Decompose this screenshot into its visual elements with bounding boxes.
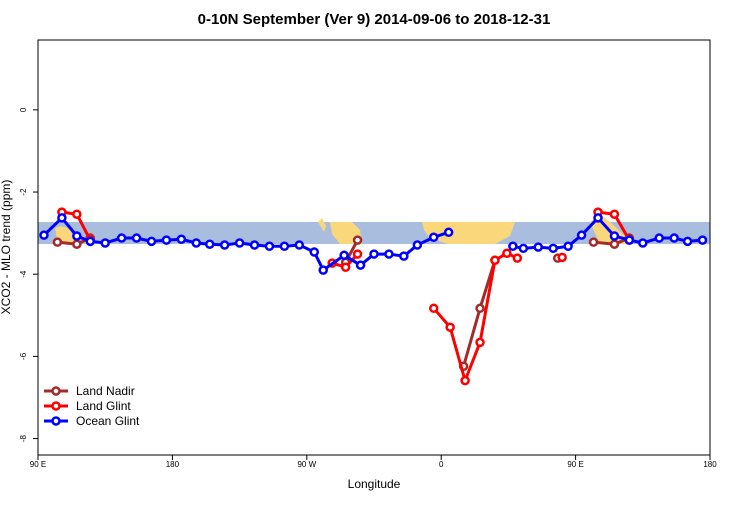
y-tick-label: -2 <box>19 188 28 196</box>
x-tick-label: 90 E <box>30 460 46 469</box>
data-point <box>294 240 305 250</box>
legend-marker <box>51 386 61 396</box>
data-point <box>638 238 648 248</box>
data-point <box>512 253 523 263</box>
data-point <box>624 235 635 245</box>
data-point <box>502 248 512 259</box>
data-point <box>318 265 328 275</box>
data-point <box>52 237 63 247</box>
data-point <box>609 239 620 249</box>
data-point <box>412 240 423 250</box>
data-point <box>533 242 544 252</box>
data-point <box>399 251 409 261</box>
data-point <box>682 236 693 247</box>
data-point <box>264 241 275 252</box>
data-point <box>490 255 500 265</box>
data-point <box>161 235 172 245</box>
data-point <box>384 249 394 259</box>
x-tick-label: 180 <box>166 460 180 469</box>
y-tick-label: -6 <box>19 352 28 360</box>
legend-marker <box>51 416 61 426</box>
data-point <box>557 252 567 263</box>
chart-title: 0-10N September (Ver 9) 2014-09-06 to 20… <box>198 11 551 28</box>
y-tick-label: 0 <box>19 107 28 112</box>
data-point <box>460 375 470 386</box>
data-point <box>548 243 558 254</box>
data-point <box>576 230 587 240</box>
data-point <box>39 230 49 240</box>
x-tick-label: 0 <box>439 460 444 469</box>
data-point <box>146 236 157 247</box>
data-point <box>309 247 320 257</box>
data-point <box>131 233 142 243</box>
data-point <box>219 240 230 250</box>
data-point <box>609 231 620 241</box>
data-point <box>57 213 67 223</box>
data-point <box>176 234 187 245</box>
data-point <box>339 250 349 261</box>
data-point <box>279 241 290 252</box>
data-point <box>369 249 379 259</box>
data-point <box>72 209 82 219</box>
data-point <box>191 238 202 248</box>
legend-label: Land Glint <box>76 399 131 413</box>
y-tick-label: -8 <box>19 434 28 442</box>
data-point <box>669 233 679 243</box>
data-point <box>340 262 351 272</box>
data-point <box>72 239 82 249</box>
legend-label: Ocean Glint <box>76 414 140 428</box>
data-point <box>116 233 127 243</box>
y-axis-label: XCO2 - MLO trend (ppm) <box>0 180 13 315</box>
data-point <box>352 235 363 245</box>
data-point <box>234 238 245 248</box>
data-point <box>72 231 82 241</box>
legend-label: Land Nadir <box>76 384 135 398</box>
data-point <box>654 233 664 243</box>
data-point <box>249 240 260 250</box>
data-point <box>475 303 485 314</box>
data-point <box>355 260 366 270</box>
data-point <box>100 238 110 248</box>
data-point <box>428 232 439 242</box>
data-point <box>445 322 455 332</box>
data-point <box>85 236 96 247</box>
x-tick-label: 180 <box>703 460 717 469</box>
data-point <box>588 237 599 247</box>
x-tick-label: 90 W <box>297 460 316 469</box>
data-point <box>352 249 363 259</box>
data-point <box>508 241 518 252</box>
data-point <box>443 227 454 238</box>
data-point <box>475 337 485 348</box>
x-axis-label: Longitude <box>348 477 401 491</box>
data-point <box>593 213 603 223</box>
plot-frame <box>37 39 711 456</box>
data-point <box>609 209 620 219</box>
data-point <box>518 243 529 254</box>
data-point <box>563 241 573 252</box>
data-point <box>204 239 215 249</box>
data-point <box>428 303 439 314</box>
y-tick-label: -4 <box>19 270 28 278</box>
x-tick-label: 90 E <box>567 460 583 469</box>
data-point <box>697 235 708 245</box>
legend-marker <box>51 401 61 411</box>
